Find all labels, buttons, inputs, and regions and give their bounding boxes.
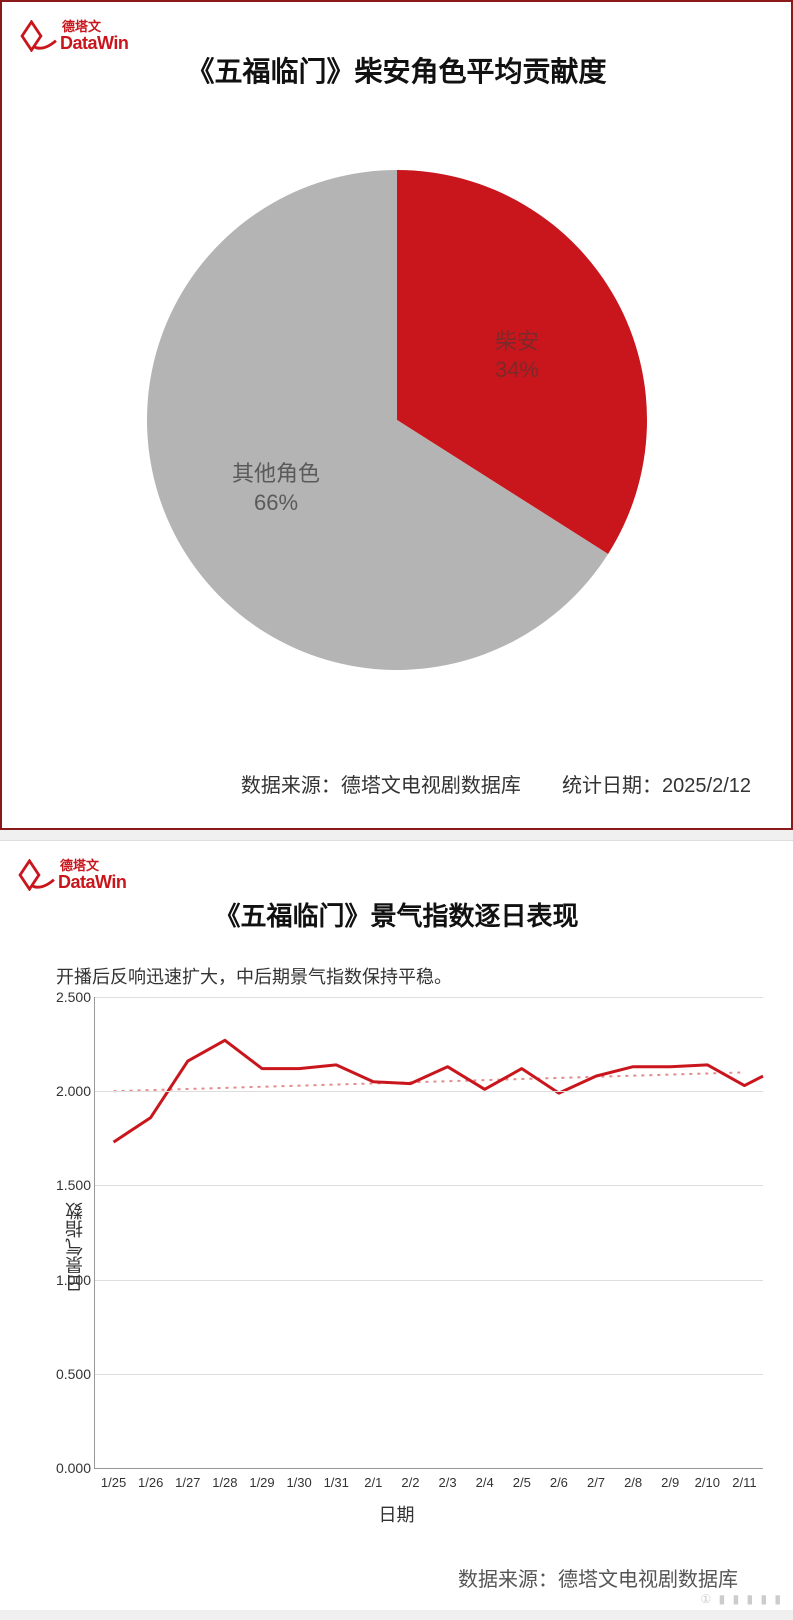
date-text: 2025/2/12 [662, 775, 751, 797]
pie-slice-label: 其他角色66% [216, 460, 336, 517]
brand-en: DataWin [60, 34, 128, 52]
watermark: ① ▮ ▮ ▮ ▮ ▮ [701, 1592, 783, 1606]
pie-footer: 数据来源：德塔文电视剧数据库 统计日期：2025/2/12 [241, 769, 751, 798]
brand-en: DataWin [58, 873, 126, 891]
x-tick-label: 2/2 [401, 1475, 419, 1490]
line-panel: 德塔文 DataWin 《五福临门》景气指数逐日表现 开播后反响迅速扩大，中后期… [0, 840, 793, 1610]
x-tick-label: 1/28 [212, 1475, 237, 1490]
x-tick-label: 2/7 [587, 1475, 605, 1490]
x-tick-label: 2/3 [439, 1475, 457, 1490]
x-tick-label: 2/5 [513, 1475, 531, 1490]
x-tick-label: 1/29 [249, 1475, 274, 1490]
line-subtitle: 开播后反响迅速扩大，中后期景气指数保持平稳。 [56, 963, 793, 989]
x-tick-label: 1/31 [324, 1475, 349, 1490]
line-chart: 日景气指数 0.0000.5001.0001.5002.0002.5001/25… [56, 997, 773, 1497]
pie-chart: 柴安34% 其他角色66% [137, 160, 657, 680]
y-tick-label: 0.500 [47, 1366, 91, 1382]
x-tick-label: 2/4 [476, 1475, 494, 1490]
datawin-logo-icon [18, 859, 56, 891]
x-tick-label: 2/9 [661, 1475, 679, 1490]
gridline [95, 1091, 763, 1092]
date-prefix: 统计日期： [562, 775, 662, 797]
x-tick-label: 1/30 [286, 1475, 311, 1490]
pie-slice-label: 柴安34% [457, 328, 577, 385]
y-tick-label: 0.000 [47, 1460, 91, 1476]
line-svg [95, 997, 763, 1468]
x-tick-label: 1/27 [175, 1475, 200, 1490]
x-tick-label: 1/25 [101, 1475, 126, 1490]
gridline [95, 1280, 763, 1281]
gridline [95, 1374, 763, 1375]
source-prefix: 数据来源： [458, 1569, 558, 1591]
line-footer: 数据来源：德塔文电视剧数据库 [458, 1563, 738, 1592]
x-tick-label: 2/6 [550, 1475, 568, 1490]
brand-cn: 德塔文 [60, 859, 126, 872]
y-tick-label: 1.000 [47, 1272, 91, 1288]
y-tick-label: 2.500 [47, 989, 91, 1005]
x-tick-label: 2/11 [732, 1475, 756, 1490]
x-tick-label: 2/1 [364, 1475, 382, 1490]
source-text: 德塔文电视剧数据库 [341, 775, 521, 797]
x-tick-label: 1/26 [138, 1475, 163, 1490]
brand-logo: 德塔文 DataWin [18, 859, 126, 891]
brand-cn: 德塔文 [62, 20, 128, 33]
datawin-logo-icon [20, 20, 58, 52]
brand-logo: 德塔文 DataWin [20, 20, 128, 52]
plot-area: 0.0000.5001.0001.5002.0002.5001/251/261/… [94, 997, 763, 1469]
pie-svg [137, 160, 657, 680]
source-prefix: 数据来源： [241, 775, 341, 797]
gridline [95, 997, 763, 998]
gridline [95, 1185, 763, 1186]
x-tick-label: 2/10 [695, 1475, 720, 1490]
y-tick-label: 2.000 [47, 1083, 91, 1099]
source-text: 德塔文电视剧数据库 [558, 1569, 738, 1591]
y-tick-label: 1.500 [47, 1177, 91, 1193]
pie-panel: 德塔文 DataWin 《五福临门》柴安角色平均贡献度 柴安34%其他角色66%… [0, 0, 793, 830]
x-axis-label: 日期 [0, 1501, 793, 1527]
x-tick-label: 2/8 [624, 1475, 642, 1490]
